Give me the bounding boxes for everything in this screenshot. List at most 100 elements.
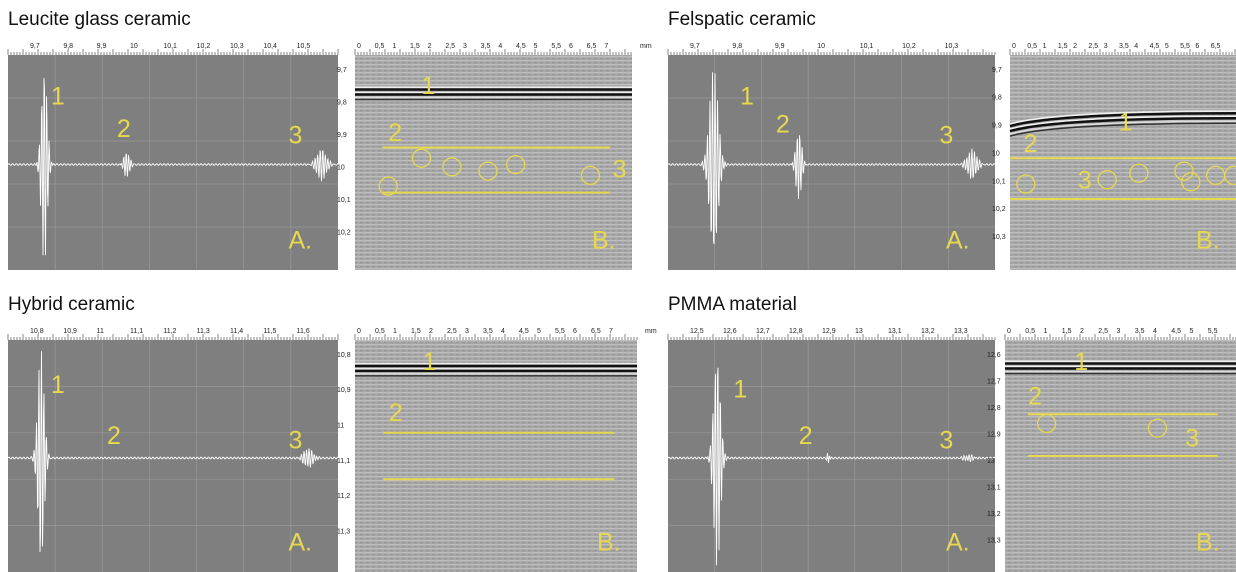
ruler-label: 9,7 bbox=[690, 43, 700, 50]
ruler-label: 10,9 bbox=[63, 328, 77, 335]
a-scan-corner: A. bbox=[289, 227, 313, 255]
a-scan-label: 1 bbox=[51, 371, 65, 399]
ruler-label: 7 bbox=[604, 43, 608, 50]
a-scan-corner: A. bbox=[946, 529, 970, 557]
b-scan-label: 2 bbox=[1028, 383, 1042, 411]
b-scan-image bbox=[355, 340, 637, 572]
ruler-label: 0 bbox=[1012, 43, 1016, 50]
ruler-label: 4 bbox=[1134, 43, 1138, 50]
b-scan-label: 1 bbox=[421, 72, 435, 100]
ruler-label: 4,5 bbox=[516, 43, 526, 50]
side-label: 12,6 bbox=[987, 352, 1001, 359]
side-label: 10,2 bbox=[992, 206, 1006, 213]
ruler-label: 2,5 bbox=[447, 328, 457, 335]
ruler-label: 0,5 bbox=[1027, 43, 1037, 50]
side-label: 12,8 bbox=[987, 405, 1001, 412]
side-label: 13,2 bbox=[987, 511, 1001, 518]
panel-title: PMMA material bbox=[668, 294, 797, 315]
side-label: 9,7 bbox=[337, 67, 347, 74]
ruler-label: 1,5 bbox=[1058, 43, 1068, 50]
ruler-label: 3,5 bbox=[483, 328, 493, 335]
ruler-label: 12,9 bbox=[822, 328, 836, 335]
ruler-label: 5,5 bbox=[555, 328, 565, 335]
side-label: 11,1 bbox=[337, 458, 350, 465]
figure: Leucite glass ceramic9,79,89,91010,110,2… bbox=[0, 0, 1236, 572]
ruler-label: 11,5 bbox=[263, 328, 276, 335]
ruler-label: 9,7 bbox=[30, 43, 40, 50]
b-scan-corner: B. bbox=[592, 227, 616, 255]
ruler-label: 10,3 bbox=[230, 43, 244, 50]
ruler-label: 5 bbox=[537, 328, 541, 335]
a-scan-label: 1 bbox=[733, 376, 747, 404]
panel-title: Leucite glass ceramic bbox=[8, 9, 191, 30]
ruler-label: 5,5 bbox=[1180, 43, 1190, 50]
ruler-label: 5 bbox=[1190, 328, 1194, 335]
a-scan-label: 3 bbox=[289, 427, 303, 455]
ruler-label: 10 bbox=[130, 43, 138, 50]
b-scan-label: 3 bbox=[1185, 424, 1199, 452]
ruler-label: 12,7 bbox=[756, 328, 770, 335]
a-scan-label: 2 bbox=[799, 422, 813, 450]
ruler-label: 9,9 bbox=[97, 43, 107, 50]
side-label: 9,9 bbox=[337, 132, 347, 139]
side-label: 10,1 bbox=[337, 197, 351, 204]
side-label: 11 bbox=[337, 423, 344, 430]
a-scan-label: 1 bbox=[51, 83, 65, 111]
a-scan-label: 3 bbox=[939, 121, 953, 149]
b-scan-corner: B. bbox=[597, 529, 621, 557]
ruler-label: 4 bbox=[501, 328, 505, 335]
b-scan-corner: B. bbox=[1196, 529, 1220, 557]
b-scan-label: 1 bbox=[1118, 108, 1132, 136]
ruler-label: 13,3 bbox=[954, 328, 968, 335]
ruler-label: 10,4 bbox=[263, 43, 277, 50]
b-scan-label: 2 bbox=[389, 399, 403, 427]
a-scan-label: 2 bbox=[107, 422, 121, 450]
ruler-label: 10,5 bbox=[297, 43, 311, 50]
ruler-label: 10,2 bbox=[197, 43, 211, 50]
side-label: 12,9 bbox=[987, 431, 1001, 438]
ruler-label: 1 bbox=[392, 43, 396, 50]
b-scan-corner: B. bbox=[1196, 227, 1220, 255]
ruler-label: 2,5 bbox=[1088, 43, 1098, 50]
ruler-label: 0,5 bbox=[375, 43, 385, 50]
ruler-label: 11,3 bbox=[197, 328, 210, 335]
ruler-label: 12,5 bbox=[690, 328, 704, 335]
ruler-label: 6,5 bbox=[1211, 43, 1221, 50]
ruler-label: 1,5 bbox=[411, 328, 421, 335]
ruler-label: 9,8 bbox=[63, 43, 73, 50]
side-label: 11,2 bbox=[337, 493, 350, 500]
ruler-label: 13 bbox=[855, 328, 863, 335]
ruler-unit: mm bbox=[645, 328, 657, 335]
ruler-label: 10,1 bbox=[163, 43, 177, 50]
b-scan-label: 3 bbox=[1078, 166, 1092, 194]
ruler-label: 11,6 bbox=[297, 328, 310, 335]
ruler-label: 11,1 bbox=[130, 328, 143, 335]
ruler-label: 5,5 bbox=[1208, 328, 1218, 335]
ruler-label: 3 bbox=[1117, 328, 1121, 335]
ruler-label: 6 bbox=[569, 43, 573, 50]
side-label: 9,7 bbox=[992, 67, 1002, 74]
side-label: 9,8 bbox=[992, 95, 1002, 102]
ruler-label: 6 bbox=[1195, 43, 1199, 50]
ruler-label: 1 bbox=[393, 328, 397, 335]
b-scan-label: 2 bbox=[1024, 130, 1038, 158]
side-label: 10,3 bbox=[992, 234, 1006, 241]
side-label: 12,7 bbox=[987, 378, 1001, 385]
ruler-label: 6 bbox=[573, 328, 577, 335]
ruler-label: 4 bbox=[498, 43, 502, 50]
a-scan-label: 3 bbox=[939, 427, 953, 455]
side-label: 13 bbox=[987, 458, 995, 465]
ruler-label: 3,5 bbox=[1119, 43, 1129, 50]
ruler-label: 2,5 bbox=[1098, 328, 1108, 335]
ruler-label: 1,5 bbox=[410, 43, 420, 50]
ruler-label: 3,5 bbox=[481, 43, 491, 50]
a-scan-label: 2 bbox=[117, 115, 131, 143]
b-scan-ruler bbox=[1005, 325, 1236, 340]
side-label: 10,1 bbox=[992, 178, 1006, 185]
ruler-label: 4,5 bbox=[519, 328, 529, 335]
ruler-label: 1,5 bbox=[1062, 328, 1072, 335]
side-label: 10 bbox=[337, 164, 345, 171]
ruler-label: 5 bbox=[534, 43, 538, 50]
ruler-label: 4,5 bbox=[1171, 328, 1181, 335]
b-scan-label: 1 bbox=[1074, 348, 1088, 376]
